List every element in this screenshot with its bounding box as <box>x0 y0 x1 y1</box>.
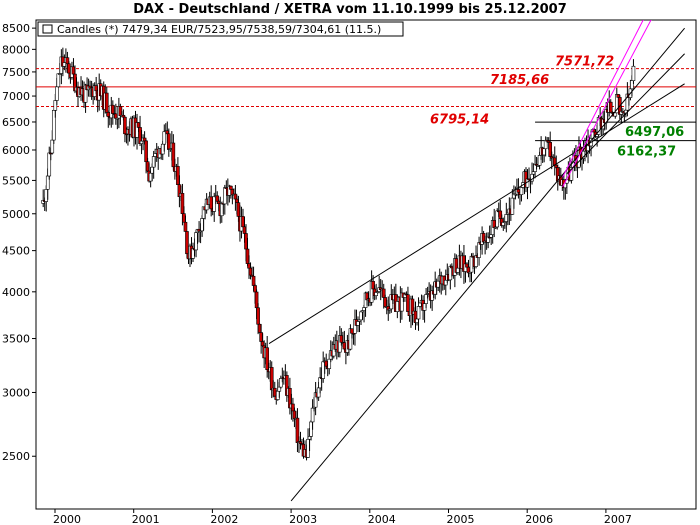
level-label: 6795,14 <box>430 112 489 127</box>
plot-frame <box>35 19 697 510</box>
x-tick-label: 2006 <box>525 513 553 525</box>
y-tick-label: 3500 <box>2 333 30 346</box>
x-tick-label: 2007 <box>604 513 632 525</box>
candle-legend-icon <box>42 24 53 34</box>
candle-body <box>350 328 354 334</box>
candle-body <box>56 73 61 88</box>
level-label: 6497,06 <box>625 125 684 140</box>
y-tick-label: 7500 <box>2 66 30 79</box>
candle-body <box>55 86 59 101</box>
y-tick-label: 6500 <box>2 116 30 129</box>
y-tick-label: 4500 <box>2 245 30 258</box>
candle-body <box>608 101 613 113</box>
x-tick-label: 2004 <box>368 513 396 525</box>
chart-title: DAX - Deutschland / XETRA vom 11.10.1999… <box>133 2 567 17</box>
x-tick-label: 2003 <box>289 513 317 525</box>
trendline <box>566 53 685 175</box>
price-series <box>41 47 636 461</box>
legend: Candles (*) 7479,34 EUR/7523,95/7538,59/… <box>37 21 404 37</box>
x-axis: 2000 2001 2002 2003 2004 2005 2006 2007 <box>53 509 632 525</box>
y-tick-label: 7000 <box>2 90 30 103</box>
trendline <box>290 27 685 502</box>
candle-body <box>183 221 188 232</box>
trendline <box>268 83 685 344</box>
y-tick-label: 3000 <box>2 386 30 399</box>
y-tick-label: 8500 <box>2 22 30 35</box>
x-tick-label: 2001 <box>132 513 160 525</box>
y-tick-label: 8000 <box>2 43 30 56</box>
level-label: 7185,66 <box>490 73 549 88</box>
trendline <box>562 20 652 188</box>
x-tick-label: 2002 <box>210 513 238 525</box>
candle-body <box>631 65 636 81</box>
legend-box <box>37 21 404 37</box>
legend-label: Candles (*) 7479,34 EUR/7523,95/7538,59/… <box>57 23 381 36</box>
y-tick-label: 5000 <box>2 208 30 221</box>
x-tick-label: 2005 <box>447 513 475 525</box>
y-tick-label: 6000 <box>2 144 30 157</box>
level-label: 6162,37 <box>617 145 676 160</box>
y-axis: 2500 3000 3500 4000 4500 5000 5500 6000 6500 7000… <box>2 22 36 463</box>
candle-body <box>256 307 260 325</box>
y-tick-label: 5500 <box>2 174 30 187</box>
level-label: 7571,72 <box>555 55 614 70</box>
candle-body <box>209 196 213 210</box>
y-tick-label: 2500 <box>2 450 30 463</box>
candle-body <box>167 133 171 150</box>
horizontal-levels: 7571,72 7185,66 6795,14 6497,06 6162,37 <box>36 55 696 160</box>
trendline <box>562 20 644 178</box>
x-tick-label: 2000 <box>53 513 81 525</box>
candle-body <box>104 92 109 113</box>
trendlines <box>268 20 685 502</box>
y-tick-label: 4000 <box>2 286 30 299</box>
candle-body <box>223 187 227 205</box>
